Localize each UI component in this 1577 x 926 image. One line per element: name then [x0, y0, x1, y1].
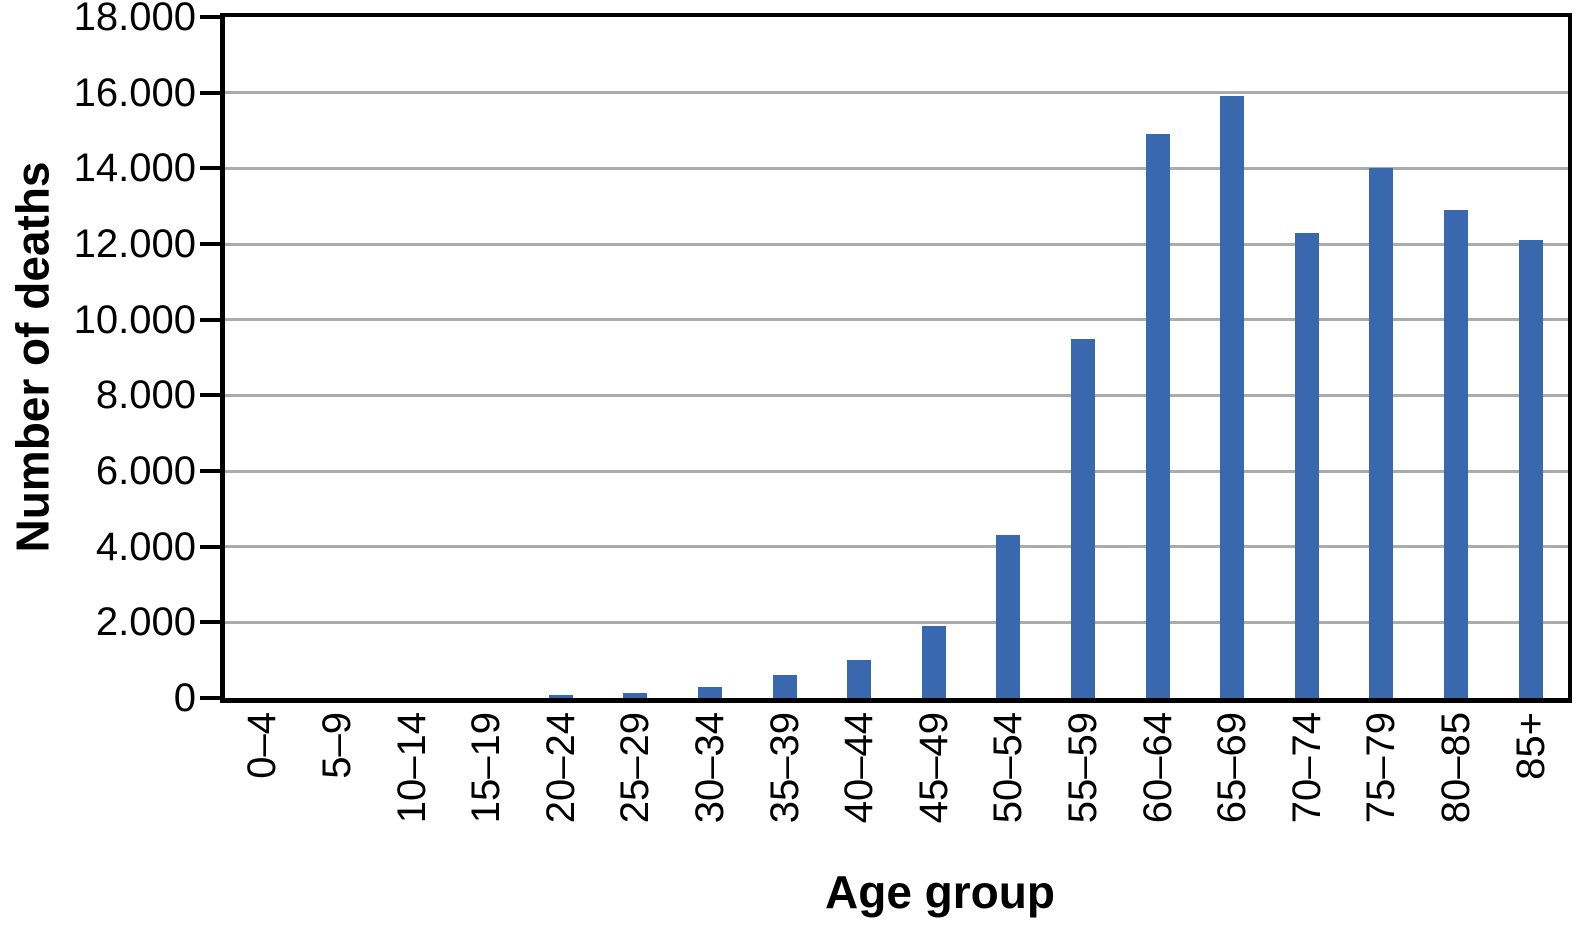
y-tick-2000 [200, 620, 220, 625]
gridline-y-12000 [225, 242, 1568, 246]
y-tick-label-16000: 16.000 [73, 70, 196, 115]
bar-35–39 [772, 675, 797, 698]
y-tick-8000 [200, 393, 220, 398]
y-tick-14000 [200, 166, 220, 171]
y-tick-label-18000: 18.000 [73, 0, 196, 39]
bar-80–85 [1444, 209, 1469, 698]
x-tick-label-70–74: 70–74 [1284, 712, 1329, 824]
y-tick-label-12000: 12.000 [73, 222, 196, 266]
x-tick-label-60–64: 60–64 [1135, 712, 1180, 824]
x-tick-label-0–4: 0–4 [240, 712, 285, 779]
y-tick-label-14000: 14.000 [73, 146, 196, 191]
x-tick-label-55–59: 55–59 [1061, 712, 1106, 824]
plot-area [220, 13, 1572, 703]
gridline-y-2000 [225, 620, 1568, 624]
x-tick-label-75–79: 75–79 [1359, 712, 1404, 824]
y-tick-label-0: 0 [173, 676, 196, 720]
bar-45–49 [921, 626, 946, 698]
x-tick-label-5–9: 5–9 [314, 712, 359, 779]
gridline-y-4000 [225, 545, 1568, 549]
y-tick-0 [200, 696, 220, 700]
y-tick-label-6000: 6.000 [95, 449, 196, 493]
y-tick-label-4000: 4.000 [95, 524, 196, 569]
x-tick-label-65–69: 65–69 [1210, 712, 1255, 824]
bar-75–79 [1369, 168, 1394, 698]
y-tick-10000 [200, 317, 220, 322]
bar-25–29 [623, 693, 648, 698]
x-tick-label-80–85: 80–85 [1434, 712, 1479, 824]
gridline-y-6000 [225, 469, 1568, 473]
y-tick-4000 [200, 544, 220, 549]
y-tick-12000 [200, 242, 220, 246]
x-tick-label-85+: 85+ [1508, 712, 1553, 780]
bar-65–69 [1220, 96, 1245, 698]
x-tick-label-40–44: 40–44 [837, 712, 882, 824]
bar-40–44 [847, 660, 872, 698]
x-axis-title: Age group [825, 866, 1055, 918]
gridline-y-8000 [225, 393, 1568, 397]
bar-50–54 [996, 535, 1021, 698]
x-tick-label-35–39: 35–39 [762, 712, 807, 824]
gridline-y-16000 [225, 91, 1568, 95]
x-tick-label-45–49: 45–49 [911, 712, 956, 824]
gridline-y-10000 [225, 318, 1568, 322]
gridline-y-14000 [225, 166, 1568, 170]
y-tick-16000 [200, 90, 220, 95]
bar-55–59 [1071, 338, 1096, 698]
x-tick-label-20–24: 20–24 [538, 712, 583, 824]
x-tick-label-15–19: 15–19 [464, 712, 509, 824]
bar-30–34 [697, 686, 722, 698]
bar-85+ [1518, 240, 1543, 698]
y-tick-label-8000: 8.000 [95, 373, 196, 418]
bar-60–64 [1145, 134, 1170, 698]
y-tick-label-2000: 2.000 [95, 600, 196, 645]
x-tick-label-30–34: 30–34 [687, 712, 732, 824]
y-tick-6000 [200, 469, 220, 473]
gridlines-layer [225, 17, 1568, 698]
bar-70–74 [1294, 232, 1319, 698]
y-tick-label-10000: 10.000 [73, 297, 196, 342]
x-tick-label-50–54: 50–54 [986, 712, 1031, 824]
y-tick-18000 [200, 15, 220, 19]
x-tick-label-10–14: 10–14 [389, 712, 434, 824]
bars-layer [225, 17, 1568, 698]
x-tick-label-25–29: 25–29 [613, 712, 658, 824]
bar-20–24 [548, 694, 573, 698]
